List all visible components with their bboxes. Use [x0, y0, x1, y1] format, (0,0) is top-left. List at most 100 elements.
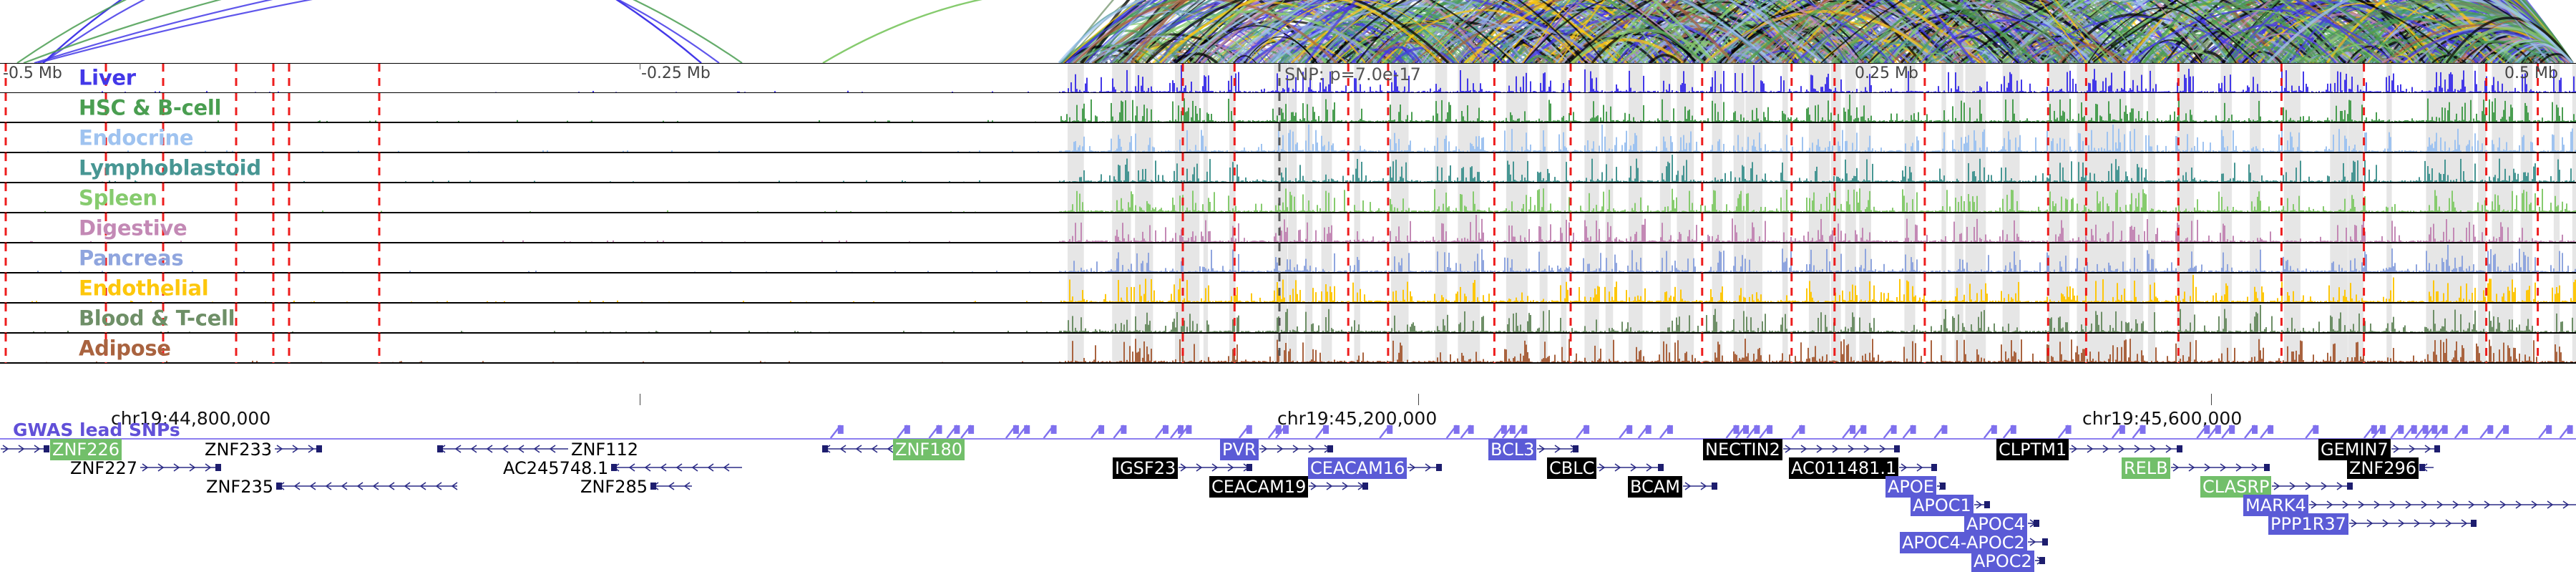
signal-plot	[0, 213, 2576, 243]
gene-znf112[interactable]: ZNF112	[436, 441, 640, 459]
signal-plot	[0, 334, 2576, 363]
gene-model-strand	[2419, 460, 2434, 478]
gene-ac011481-1[interactable]: AC011481.1	[1789, 460, 1938, 478]
gene-ac245748-1[interactable]: AC245748.1	[501, 460, 743, 478]
gene-model-strand	[2348, 516, 2477, 533]
gene-clasrp[interactable]: CLASRP	[2200, 478, 2353, 496]
gene-znf235[interactable]: ZNF235	[204, 478, 458, 496]
genomic-axis-line	[0, 63, 2576, 64]
gene-clptm1[interactable]: CLPTM1	[1996, 441, 2183, 459]
gene-model-strand	[1936, 479, 1946, 496]
axis-label-mid: -0.25 Mb	[641, 64, 711, 82]
signal-plot	[0, 153, 2576, 183]
gene-label: CEACAM19	[1209, 476, 1308, 498]
signal-track-blood-t-cell[interactable]: Blood & T-cell	[0, 304, 2576, 334]
signal-track-endothelial[interactable]: Endothelial	[0, 273, 2576, 304]
signal-track-spleen[interactable]: Spleen	[0, 183, 2576, 213]
gene-znf227[interactable]: ZNF227	[68, 460, 222, 478]
gene-model-strand	[2034, 553, 2046, 571]
gene-gemin7[interactable]: GEMIN7	[2318, 441, 2441, 459]
gene-label: RELB	[2122, 457, 2170, 479]
gene-model-strand	[1682, 479, 1718, 496]
gene-znf180[interactable]: ZNF180	[821, 441, 965, 459]
signal-plot	[0, 123, 2576, 152]
gene-model-strand	[2308, 498, 2576, 515]
gene-model-strand	[1782, 442, 1901, 459]
gene-label: CEACAM16	[1308, 457, 1407, 479]
gene-relb[interactable]: RELB	[2122, 460, 2270, 478]
gene-model-strand	[2170, 460, 2270, 478]
gene-label: CBLC	[1547, 457, 1596, 479]
signal-track-endocrine[interactable]: Endocrine	[0, 123, 2576, 153]
gene-model-strand	[2027, 535, 2049, 552]
signal-track-pancreas[interactable]: Pancreas	[0, 243, 2576, 273]
gene-label: ZNF285	[578, 476, 650, 498]
axis-tick-snp	[1279, 63, 1280, 69]
gene-ppp1r37[interactable]: PPP1R37	[2268, 515, 2477, 533]
gene-bcl3[interactable]: BCL3	[1488, 441, 1579, 459]
gene-label: IGSF23	[1113, 457, 1178, 479]
gene-label: ZNF235	[204, 476, 275, 498]
axis-label-left: -0.5 Mb	[3, 64, 62, 82]
gene-model-strand	[2027, 516, 2040, 533]
gene-model-strand	[1974, 498, 1991, 515]
gene-znf296[interactable]: ZNF296	[2347, 460, 2434, 478]
gene-model-strand	[436, 442, 569, 459]
gene-cblc[interactable]: CBLC	[1547, 460, 1664, 478]
signal-track-digestive[interactable]: Digestive	[0, 213, 2576, 243]
gene-model-strand	[0, 442, 50, 459]
gene-znf285[interactable]: ZNF285	[578, 478, 693, 496]
gene-model-strand	[610, 460, 743, 478]
axis-label-q3: 0.25 Mb	[1855, 64, 1918, 82]
gene-label: ZNF296	[2347, 457, 2419, 479]
gene-model-strand	[2391, 442, 2441, 459]
snp-pvalue-label: SNP: p=7.0e-17	[1284, 64, 1421, 84]
gene-label: BCL3	[1488, 439, 1536, 460]
signal-track-hsc-b-cell[interactable]: HSC & B-cell	[0, 93, 2576, 123]
gene-pvr[interactable]: PVR	[1220, 441, 1334, 459]
signal-track-lymphoblastoid[interactable]: Lymphoblastoid	[0, 153, 2576, 183]
gene-label: PPP1R37	[2268, 513, 2348, 535]
gene-label: AC011481.1	[1789, 457, 1898, 479]
gene-mark4[interactable]: MARK4	[2243, 497, 2576, 515]
gene-model-strand	[275, 479, 458, 496]
gene-model-strand	[650, 479, 693, 496]
gene-label: ZNF227	[68, 457, 140, 479]
gene-model-strand	[1596, 460, 1664, 478]
gene-apoc2[interactable]: APOC2	[1971, 553, 2046, 571]
gene-label: NECTIN2	[1703, 439, 1782, 460]
gene-ceacam16[interactable]: CEACAM16	[1308, 460, 1443, 478]
gene-model-strand	[140, 460, 222, 478]
gene-label: BCAM	[1628, 476, 1682, 498]
gene-label: APOC2	[1971, 551, 2034, 572]
gene-label: CLPTM1	[1996, 439, 2069, 460]
signal-track-adipose[interactable]: Adipose	[0, 334, 2576, 364]
axis-label-right: 0.5 Mb	[2504, 64, 2558, 82]
gene-model-strand	[1308, 479, 1369, 496]
annotation-panel: chr19:44,800,000 chr19:45,200,000 chr19:…	[0, 394, 2576, 537]
gene-ceacam19[interactable]: CEACAM19	[1209, 478, 1369, 496]
gene-apoc1[interactable]: APOC1	[1911, 497, 1991, 515]
gwas-lead-snp-marks	[0, 394, 2576, 441]
gene-apoe[interactable]: APOE	[1885, 478, 1946, 496]
gene-igsf23[interactable]: IGSF23	[1113, 460, 1253, 478]
gene-model-strand	[274, 442, 323, 459]
arc-svg	[0, 0, 2576, 63]
gene-nectin2[interactable]: NECTIN2	[1703, 441, 1901, 459]
gene-label: ZNF180	[893, 439, 965, 460]
gene-apoc4[interactable]: APOC4	[1964, 515, 2040, 533]
gene-model-strand	[1898, 460, 1938, 478]
gene-znf226[interactable]: ZNF226	[0, 441, 122, 459]
signal-plot	[0, 93, 2576, 122]
gene-znf233[interactable]: ZNF233	[203, 441, 323, 459]
gene-label: ZNF233	[203, 439, 274, 460]
gene-label: PVR	[1220, 439, 1259, 460]
gene-model-strand	[821, 442, 893, 459]
gene-model-strand	[1259, 442, 1334, 459]
gene-bcam[interactable]: BCAM	[1628, 478, 1718, 496]
gene-model-strand	[2271, 479, 2353, 496]
gwas-track-label: GWAS lead SNPs	[13, 420, 180, 440]
chromatin-loop-arc-panel	[0, 0, 2576, 63]
